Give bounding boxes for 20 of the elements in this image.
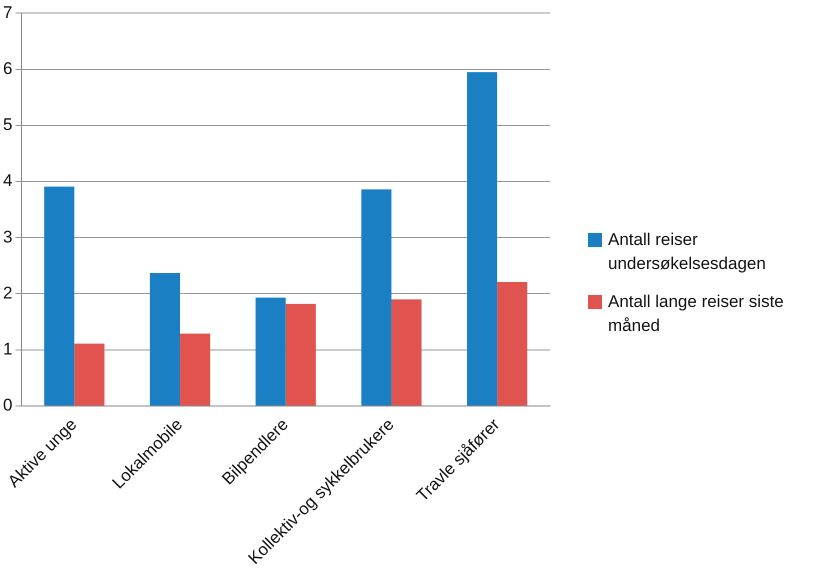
bar [150,272,180,406]
y-tick-label: 7 [2,2,12,22]
y-tick-label: 2 [2,283,12,302]
y-tick-label: 1 [2,340,12,359]
bar [497,282,528,406]
y-tick-label: 5 [2,115,12,134]
bar [467,72,498,406]
y-tick-label: 4 [2,171,12,190]
legend-label: Antall reiser undersøkelsesdagen [608,229,767,275]
y-tick-label: 3 [2,227,12,246]
bar [256,298,286,406]
bar [74,344,104,406]
y-tick-label: 0 [2,396,12,415]
bar [391,299,422,406]
y-tick-label: 6 [2,58,12,78]
bar [44,186,74,406]
bar [286,304,316,406]
bar [180,334,210,406]
bar [361,189,392,406]
legend-label: Antall lange reiser siste måned [608,291,785,337]
